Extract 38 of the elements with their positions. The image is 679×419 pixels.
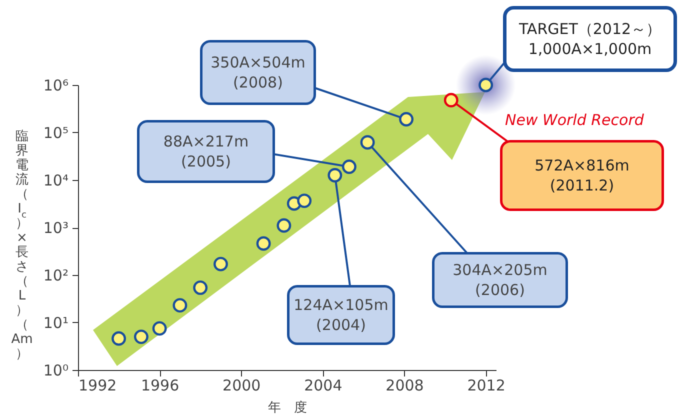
point: [256, 236, 271, 251]
y-tick-label: 10⁵: [43, 124, 68, 142]
x-tick-label: 1996: [140, 376, 180, 394]
annotation: 572A×816m (2011.2): [534, 156, 630, 194]
x-tick-label: 2012: [467, 376, 506, 394]
y-tick-label: 10⁰: [43, 362, 68, 380]
annotation: 304A×205m (2006): [452, 261, 548, 299]
note-text: New World Record: [505, 111, 644, 129]
point: [112, 331, 126, 346]
annotation: 350A×504m (2008): [210, 54, 306, 92]
text: 臨界電流（I$_{c}$）×長さ（L）（Am）: [11, 129, 33, 362]
x-tick-label: 1992: [78, 376, 117, 394]
point: [152, 321, 167, 336]
y-tick-label: 10⁴: [43, 172, 68, 190]
point: [214, 256, 228, 272]
point: [276, 218, 292, 233]
point: [193, 280, 208, 295]
point: [172, 298, 188, 313]
point: [328, 168, 342, 182]
point: [297, 194, 312, 208]
point: [444, 92, 458, 108]
callout: 350A×504m (2008): [200, 40, 407, 120]
y-tick-label: 10³: [43, 219, 68, 237]
x-axis-title: 年 度: [268, 400, 307, 416]
point: [134, 330, 148, 344]
point: [360, 135, 375, 150]
annotation: TARGET（2012～） 1,000A×1,000m: [518, 20, 662, 58]
x-tick-label: 2000: [222, 376, 261, 394]
point: [342, 160, 356, 174]
x-tick-label: 2008: [386, 376, 424, 394]
y-tick-label: 10¹: [43, 314, 68, 332]
annotation: 88A×217m (2005): [163, 132, 249, 170]
y-tick-label: 10²: [43, 266, 68, 284]
callout: 124A×105m (2004): [287, 175, 395, 345]
annotation: 124A×105m (2004): [294, 296, 388, 334]
point: [399, 112, 414, 126]
y-tick-label: 10⁶: [43, 76, 68, 94]
x-tick-label: 2004: [304, 376, 342, 394]
